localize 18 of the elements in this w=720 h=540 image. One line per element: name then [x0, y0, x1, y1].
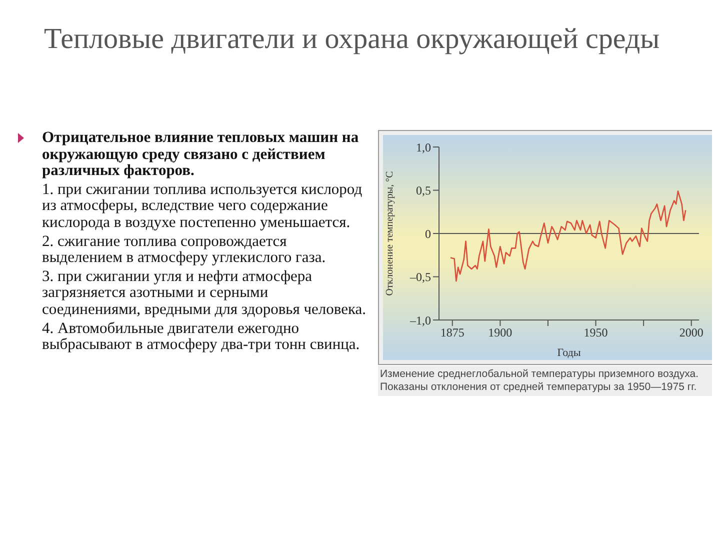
chart-title: Тепловые двигатели и охрана окружающей среды — [44, 22, 661, 57]
y-tick-label: –1,0 — [409, 313, 431, 328]
x-axis-title: Годы — [557, 347, 582, 359]
x-tick-label: 1875 — [440, 326, 464, 340]
y-axis-title: Отклонение температуры, °С — [384, 170, 396, 296]
text: Отрицательное влияние тепловых машин на окружающую среду связано с действием различных факторов. — [42, 129, 360, 180]
x-tick-label: 1950 — [584, 326, 608, 340]
y-tick-label: 0,5 — [416, 184, 431, 198]
y-tick-label: 1,0 — [416, 140, 431, 154]
text: Изменение среднеглобальной температуры приземного воздуха. Показаны отклонения от средней температуры за 1950—1975 гг. — [379, 367, 700, 395]
x-tick-label: 2000 — [679, 326, 704, 340]
text: 4. Автомобильные двигатели ежегодно выбрасывают в атмосферу два-три тонн свинца. — [42, 320, 361, 354]
text: 1. при сжигании топлива используется кислород из атмосферы, вследствие чего содержание кислорода в воздухе постепенно уменьшается. — [42, 180, 364, 232]
y-tick-label: 0 — [425, 226, 431, 241]
x-tick-label: 1900 — [488, 326, 512, 340]
text: 2. сжигание топлива сопровождается выделением в атмосферу углекислого газа. — [42, 232, 327, 267]
y-tick-label: –0,5 — [409, 270, 431, 284]
text: 3. при сжигании угля и нефти атмосфера загрязняется азотными и серными соединениями, вредными для здоровья человека. — [42, 268, 368, 319]
